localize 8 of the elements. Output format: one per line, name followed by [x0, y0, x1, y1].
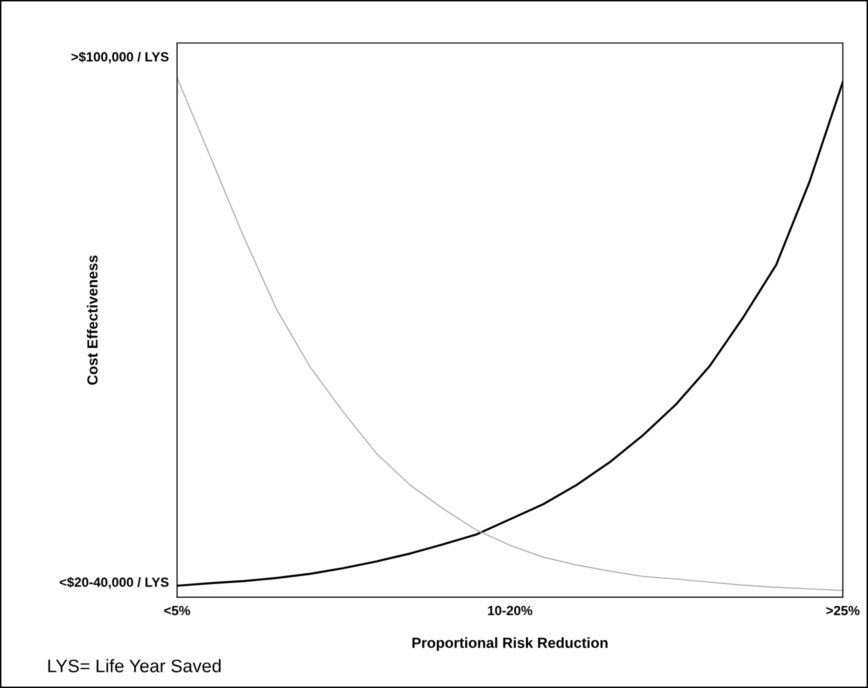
- y-axis-title: Cost Effectiveness: [86, 255, 98, 385]
- text: <$20-40,000 / LYS: [60, 576, 169, 589]
- text: LYS= Life Year Saved: [48, 659, 221, 672]
- x-tick-label: 10-20%: [488, 606, 532, 616]
- x-tick-label: <5%: [164, 606, 190, 616]
- text: >$100,000 / LYS: [71, 52, 169, 64]
- x-tick-label: >25%: [826, 606, 860, 616]
- x-axis-title: Proportional Risk Reduction: [412, 637, 608, 651]
